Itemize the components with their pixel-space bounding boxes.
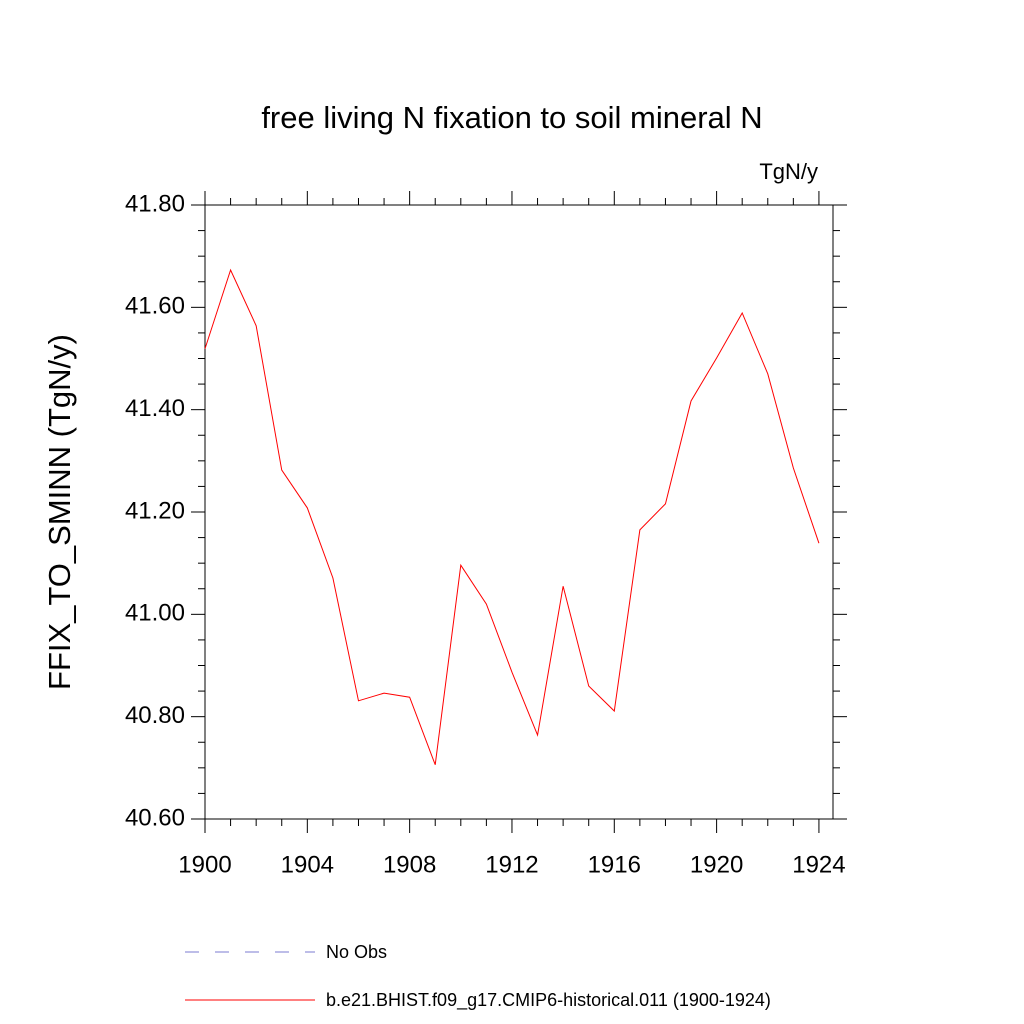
plot-frame — [204, 204, 834, 820]
legend-label: No Obs — [326, 942, 387, 962]
units-label: TgN/y — [759, 159, 818, 184]
y-tick-label: 40.60 — [125, 804, 185, 831]
x-tick-label: 1920 — [690, 851, 743, 878]
y-tick-label: 41.80 — [125, 190, 185, 217]
y-tick-label: 41.40 — [125, 395, 185, 422]
data-line — [204, 268, 820, 765]
chart-title: free living N fixation to soil mineral N — [261, 100, 762, 135]
y-tick-label: 41.00 — [125, 600, 185, 627]
x-tick-label: 1908 — [383, 851, 436, 878]
x-tick-label: 1900 — [178, 851, 231, 878]
y-tick-label: 40.80 — [125, 702, 185, 729]
x-tick-label: 1924 — [792, 851, 845, 878]
y-tick-label: 41.20 — [125, 497, 185, 524]
y-tick-label: 41.60 — [125, 293, 185, 320]
x-tick-label: 1912 — [485, 851, 538, 878]
x-tick-label: 1916 — [588, 851, 641, 878]
x-tick-label: 1904 — [281, 851, 334, 878]
legend-label: b.e21.BHIST.f09_g17.CMIP6-historical.011… — [326, 990, 771, 1011]
y-axis-label: FFIX_TO_SMINN (TgN/y) — [42, 334, 77, 690]
